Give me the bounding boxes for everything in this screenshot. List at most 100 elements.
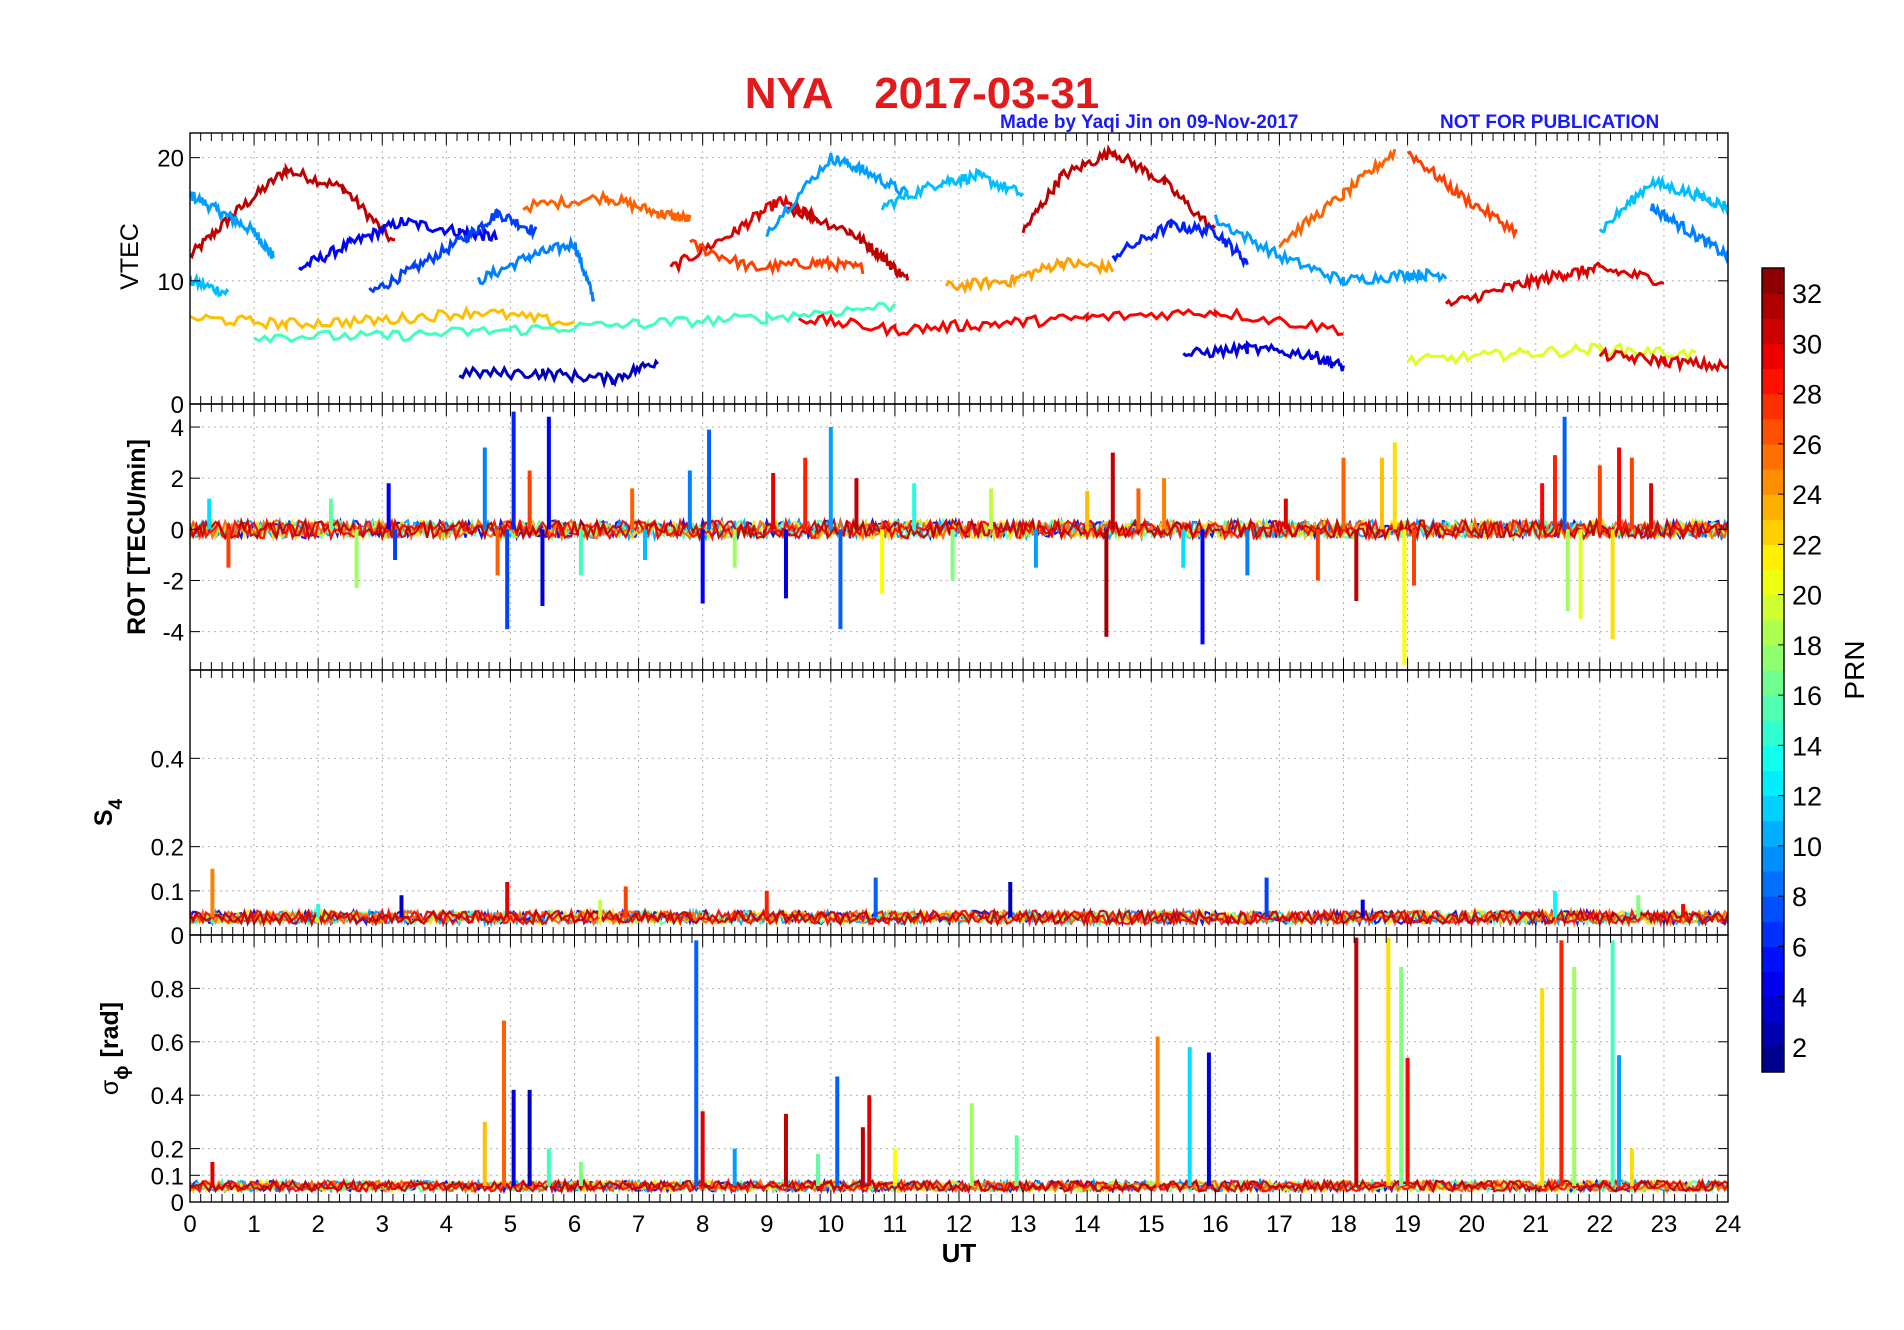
colorbar-tick-label: 4 — [1792, 983, 1807, 1013]
vtec-series-line — [689, 238, 865, 277]
x-tick-label: 8 — [696, 1211, 709, 1238]
x-tick-label: 14 — [1074, 1211, 1101, 1238]
colorbar-cell — [1762, 845, 1784, 872]
colorbar-cell — [1762, 494, 1784, 520]
noise-band — [190, 1177, 1728, 1195]
colorbar-cell — [1762, 544, 1784, 571]
plot-area — [190, 868, 1728, 929]
y-tick-label: 4 — [171, 415, 184, 442]
y-axis-label-unit: [rad] — [96, 1002, 124, 1058]
panel-rot: -4 -2 0 2 4 ROT [TECU/min] — [123, 403, 1729, 671]
colorbar-tick-label: 20 — [1792, 581, 1822, 611]
plot-area — [190, 144, 1728, 389]
colorbar-cell — [1762, 770, 1784, 797]
x-minor-ticks — [189, 133, 1729, 404]
vtec-series-line — [298, 216, 499, 272]
colorbar-cell — [1762, 896, 1784, 922]
colorbar-cell — [1762, 996, 1784, 1023]
colorbar-tick-label: 26 — [1792, 430, 1822, 460]
colorbar-cell — [1762, 443, 1784, 470]
grid-lines — [190, 935, 1728, 1203]
colorbar-cell — [1762, 946, 1784, 973]
y-tick-label: 0.1 — [151, 879, 184, 906]
x-tick-label: 18 — [1330, 1211, 1357, 1238]
x-tick-label: 3 — [376, 1211, 389, 1238]
x-minor-ticks — [189, 670, 1729, 935]
axes-frame — [189, 132, 1729, 405]
x-tick-label: 7 — [632, 1211, 645, 1238]
vtec-series-line — [1021, 144, 1217, 234]
noise-band — [190, 907, 1728, 928]
colorbar-cell — [1762, 268, 1784, 294]
vtec-series-line — [253, 301, 897, 344]
y-tick-label: -2 — [163, 568, 184, 595]
grid-lines — [190, 670, 1728, 936]
x-axis-label: UT — [942, 1238, 977, 1268]
x-minor-ticks — [189, 404, 1729, 670]
figure-title: NYA 2017-03-31 — [745, 69, 1100, 118]
colorbar-tick-label: 32 — [1792, 279, 1822, 309]
vtec-series-line — [1598, 346, 1728, 374]
x-tick-label: 22 — [1586, 1211, 1613, 1238]
x-tick-label: 1 — [247, 1211, 260, 1238]
vtec-series-line — [880, 167, 1025, 212]
x-tick-label: 4 — [440, 1211, 453, 1238]
colorbar-cell — [1762, 393, 1784, 420]
colorbar-cell — [1762, 720, 1784, 746]
x-tick-label: 11 — [882, 1211, 907, 1238]
panel-s4: 0 0.1 0.2 0.4 S4 — [90, 669, 1729, 950]
x-tick-label: 23 — [1651, 1211, 1678, 1238]
y-axis-label: VTEC — [116, 223, 144, 290]
vtec-series-line — [1182, 339, 1345, 372]
y-axis-label: ROT [TECU/min] — [123, 439, 151, 635]
vtec-series-line — [765, 152, 910, 238]
colorbar-cell — [1762, 418, 1784, 445]
vtec-series-line — [190, 304, 576, 333]
x-tick-label: 9 — [760, 1211, 773, 1238]
vtec-series-line — [1111, 218, 1249, 269]
vtec-series-line — [368, 207, 538, 294]
colorbar-cell — [1762, 569, 1784, 596]
colorbar-tick-label: 12 — [1792, 782, 1822, 812]
grid-lines — [190, 133, 1728, 405]
y-tick-label: 0 — [171, 923, 184, 950]
colorbar-cell — [1762, 871, 1784, 897]
colorbar-cell — [1762, 971, 1784, 998]
colorbar-cell — [1762, 695, 1784, 721]
x-tick-label: 19 — [1394, 1211, 1421, 1238]
colorbar-cell — [1762, 519, 1784, 545]
colorbar-tick-label: 16 — [1792, 681, 1822, 711]
vtec-series-line — [1406, 150, 1518, 240]
x-tick-label: 15 — [1138, 1211, 1165, 1238]
y-tick-label: 0.1 — [151, 1163, 184, 1190]
y-tick-label: 0.2 — [151, 1137, 184, 1164]
y-tick-label: 20 — [157, 146, 184, 173]
colorbar-cell — [1762, 1021, 1784, 1048]
vtec-series-line — [1598, 174, 1728, 234]
colorbar-tick-label: 22 — [1792, 530, 1822, 560]
vtec-series-line — [1278, 148, 1397, 248]
x-tick-label: 13 — [1010, 1211, 1037, 1238]
x-tick-label: 2 — [311, 1211, 324, 1238]
noise-band — [190, 516, 1728, 543]
vtec-series-line — [944, 256, 1115, 295]
y-tick-label: 0.4 — [151, 746, 184, 773]
vtec-series-line — [190, 272, 230, 298]
x-tick-label: 6 — [568, 1211, 581, 1238]
colorbar-frame — [1761, 267, 1785, 1073]
x-tick-label: 17 — [1266, 1211, 1293, 1238]
colorbar-tick-label: 30 — [1792, 329, 1822, 359]
colorbar-cell — [1762, 318, 1784, 344]
y-tick-label: 2 — [171, 466, 184, 493]
plot-area — [190, 411, 1728, 665]
colorbar-cell — [1762, 343, 1784, 370]
colorbar-tick-label: 18 — [1792, 631, 1822, 661]
y-axis-label: σϕ [rad] — [96, 1002, 133, 1095]
y-axis-label-sub: 4 — [106, 798, 127, 809]
y-tick-label: 0.4 — [151, 1083, 184, 1110]
y-tick-label: 0.8 — [151, 976, 184, 1003]
colorbar-cell — [1762, 368, 1784, 395]
